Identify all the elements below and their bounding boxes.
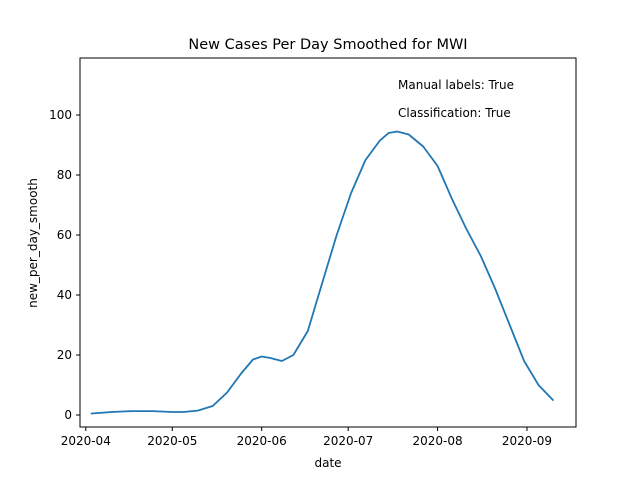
- y-tick-label: 40: [57, 288, 72, 302]
- y-axis-ticks: 0 20 40 60 80 100: [49, 108, 80, 422]
- series-line: [90, 130, 554, 415]
- y-tick-label: 100: [49, 108, 72, 122]
- x-tick-label: 2020-06: [237, 434, 287, 448]
- annotation-manual-labels: Manual labels: True: [398, 78, 514, 92]
- x-tick-label: 2020-04: [61, 434, 111, 448]
- y-axis-label: new_per_day_smooth: [26, 178, 40, 308]
- x-axis-label: date: [314, 456, 341, 470]
- annotation-classification: Classification: True: [398, 106, 511, 120]
- x-tick-label: 2020-07: [323, 434, 373, 448]
- plot-frame: [79, 57, 577, 428]
- y-tick-label: 60: [57, 228, 72, 242]
- x-axis-ticks: 2020-04 2020-05 2020-06 2020-07 2020-08 2020-…: [61, 427, 552, 448]
- x-tick-label: 2020-08: [413, 434, 463, 448]
- plot-area: 2020-04 2020-05 2020-06 2020-07 2020-08 2020-…: [49, 57, 577, 448]
- x-tick-label: 2020-09: [502, 434, 552, 448]
- x-tick-label: 2020-05: [147, 434, 197, 448]
- y-tick-label: 80: [57, 168, 72, 182]
- chart-title: New Cases Per Day Smoothed for MWI: [188, 37, 467, 53]
- y-tick-label: 0: [64, 408, 72, 422]
- y-tick-label: 20: [57, 348, 72, 362]
